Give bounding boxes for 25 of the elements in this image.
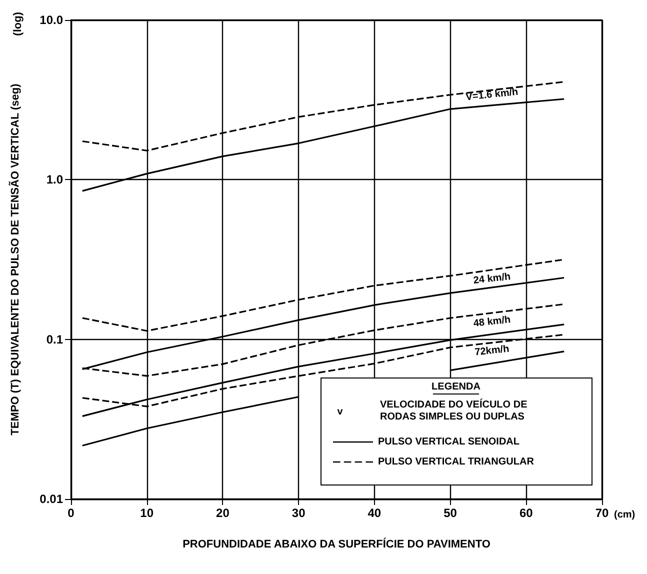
annotation: 48 km/h bbox=[472, 314, 512, 330]
x-tick-label: 20 bbox=[216, 506, 230, 520]
text: (log) bbox=[12, 12, 24, 36]
y-tick-label: 0.01 bbox=[40, 492, 64, 506]
x-axis-title: PROFUNDIDADE ABAIXO DA SUPERFÍCIE DO PAVIMENTO bbox=[182, 538, 491, 550]
legend-label: PULSO VERTICAL TRIANGULAR bbox=[378, 456, 535, 468]
text: (cm) bbox=[614, 510, 636, 520]
x-tick-label: 70 bbox=[595, 506, 609, 520]
annotation: VELOCIDADE DO VEÍCULO DE RODAS SIMPLES OU DUPLAS bbox=[380, 398, 528, 422]
y-tick-label: 1.0 bbox=[46, 172, 64, 187]
annotation: 24 km/h bbox=[472, 272, 512, 286]
legend-label: PULSO VERTICAL SENOIDAL bbox=[378, 436, 520, 448]
x-tick-label: 30 bbox=[292, 506, 306, 520]
x-tick-label: 50 bbox=[444, 506, 458, 520]
x-tick-label: 10 bbox=[140, 506, 154, 520]
x-tick-label: 0 bbox=[68, 506, 75, 520]
x-tick-label: 60 bbox=[519, 506, 534, 520]
y-tick-label: 10.0 bbox=[40, 13, 64, 27]
annotation: V=1.6 km/h bbox=[465, 86, 519, 104]
legend-title: LEGENDA bbox=[432, 382, 480, 392]
y-axis-title: TEMPO (T) EQUIVALENTE DO PULSO DE TENSÃO VERTICAL (seg) bbox=[8, 83, 22, 436]
x-tick-label: 40 bbox=[368, 506, 382, 520]
y-tick-label: 0.1 bbox=[46, 332, 64, 346]
annotation: 72km/h bbox=[474, 344, 510, 358]
annotation: v bbox=[337, 406, 344, 418]
